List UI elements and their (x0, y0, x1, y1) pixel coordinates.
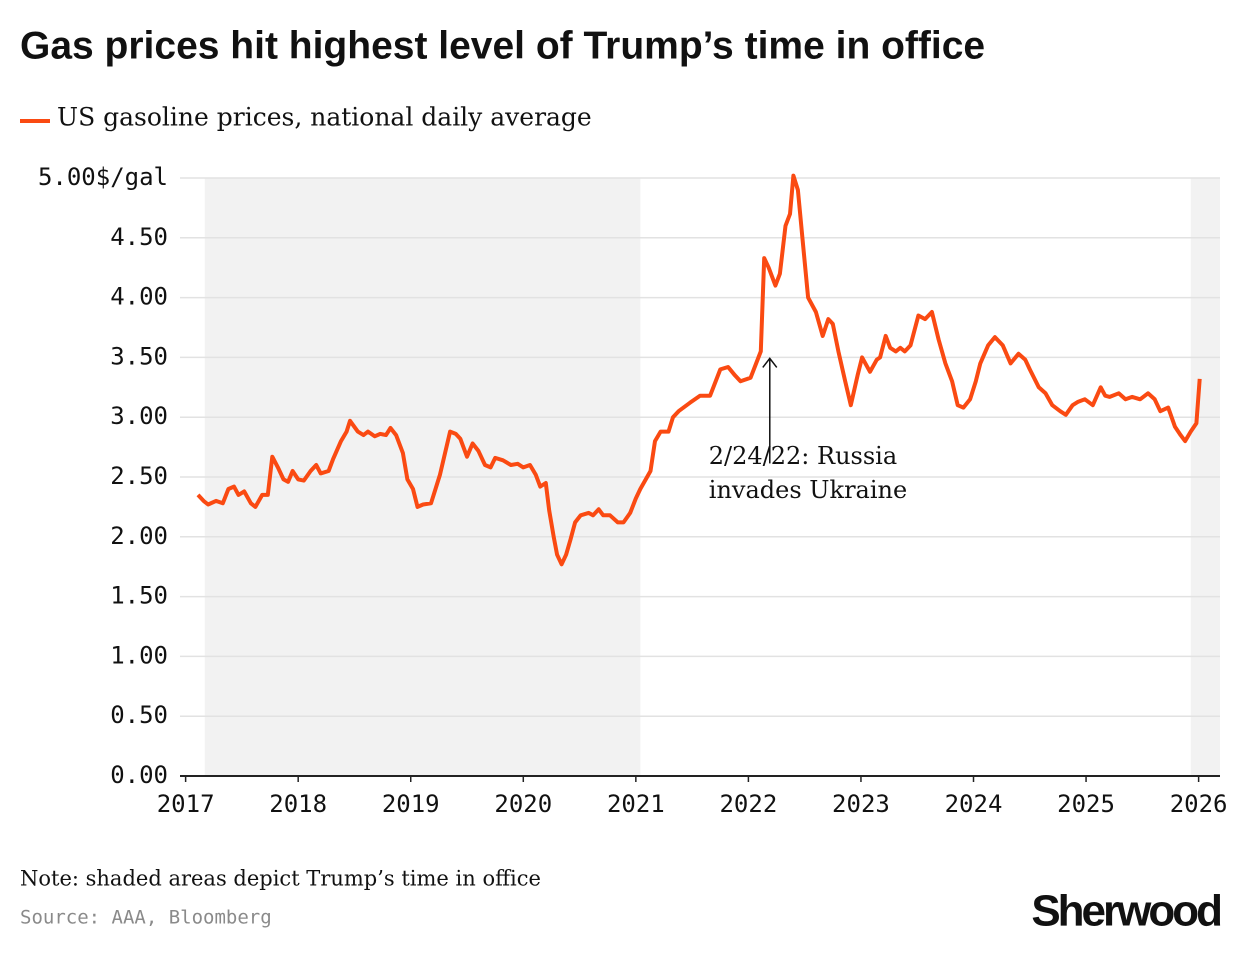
annotation-text: 2/24/22: Russia (709, 442, 897, 470)
y-tick-label: 4.50 (110, 223, 168, 251)
x-tick-label: 2021 (607, 790, 665, 818)
source: Source: AAA, Bloomberg (20, 907, 272, 929)
y-tick-label: 3.50 (110, 342, 168, 370)
x-tick-label: 2020 (494, 790, 552, 818)
brand-logo: Sherwood (1031, 887, 1220, 936)
y-tick-label: 3.00 (110, 402, 168, 430)
x-tick-label: 2022 (719, 790, 777, 818)
x-tick-label: 2026 (1170, 790, 1228, 818)
x-tick-label: 2018 (269, 790, 327, 818)
annotation-arrowhead (762, 357, 778, 368)
y-tick-label: 1.00 (110, 641, 168, 669)
y-tick-label: 2.00 (110, 522, 168, 550)
y-tick-label: 4.00 (110, 283, 168, 311)
y-tick-label: 0.50 (110, 701, 168, 729)
chart-title: Gas prices hit highest level of Trump’s … (20, 24, 985, 67)
x-tick-label: 2019 (382, 790, 440, 818)
y-tick-label: 1.50 (110, 582, 168, 610)
x-tick-label: 2023 (832, 790, 890, 818)
note: Note: shaded areas depict Trump’s time i… (20, 867, 541, 891)
x-tick-label: 2024 (945, 790, 1003, 818)
legend-label: US gasoline prices, national daily avera… (57, 103, 592, 132)
x-tick-label: 2025 (1057, 790, 1115, 818)
y-tick-label: 0.00 (110, 761, 168, 789)
x-tick-label: 2017 (157, 790, 215, 818)
price-line (196, 173, 1202, 567)
y-tick-label: 2.50 (110, 462, 168, 490)
y-tick-label: 5.00$/gal (38, 163, 168, 191)
background-layer (180, 177, 1220, 776)
annotation-text: invades Ukraine (709, 476, 907, 504)
